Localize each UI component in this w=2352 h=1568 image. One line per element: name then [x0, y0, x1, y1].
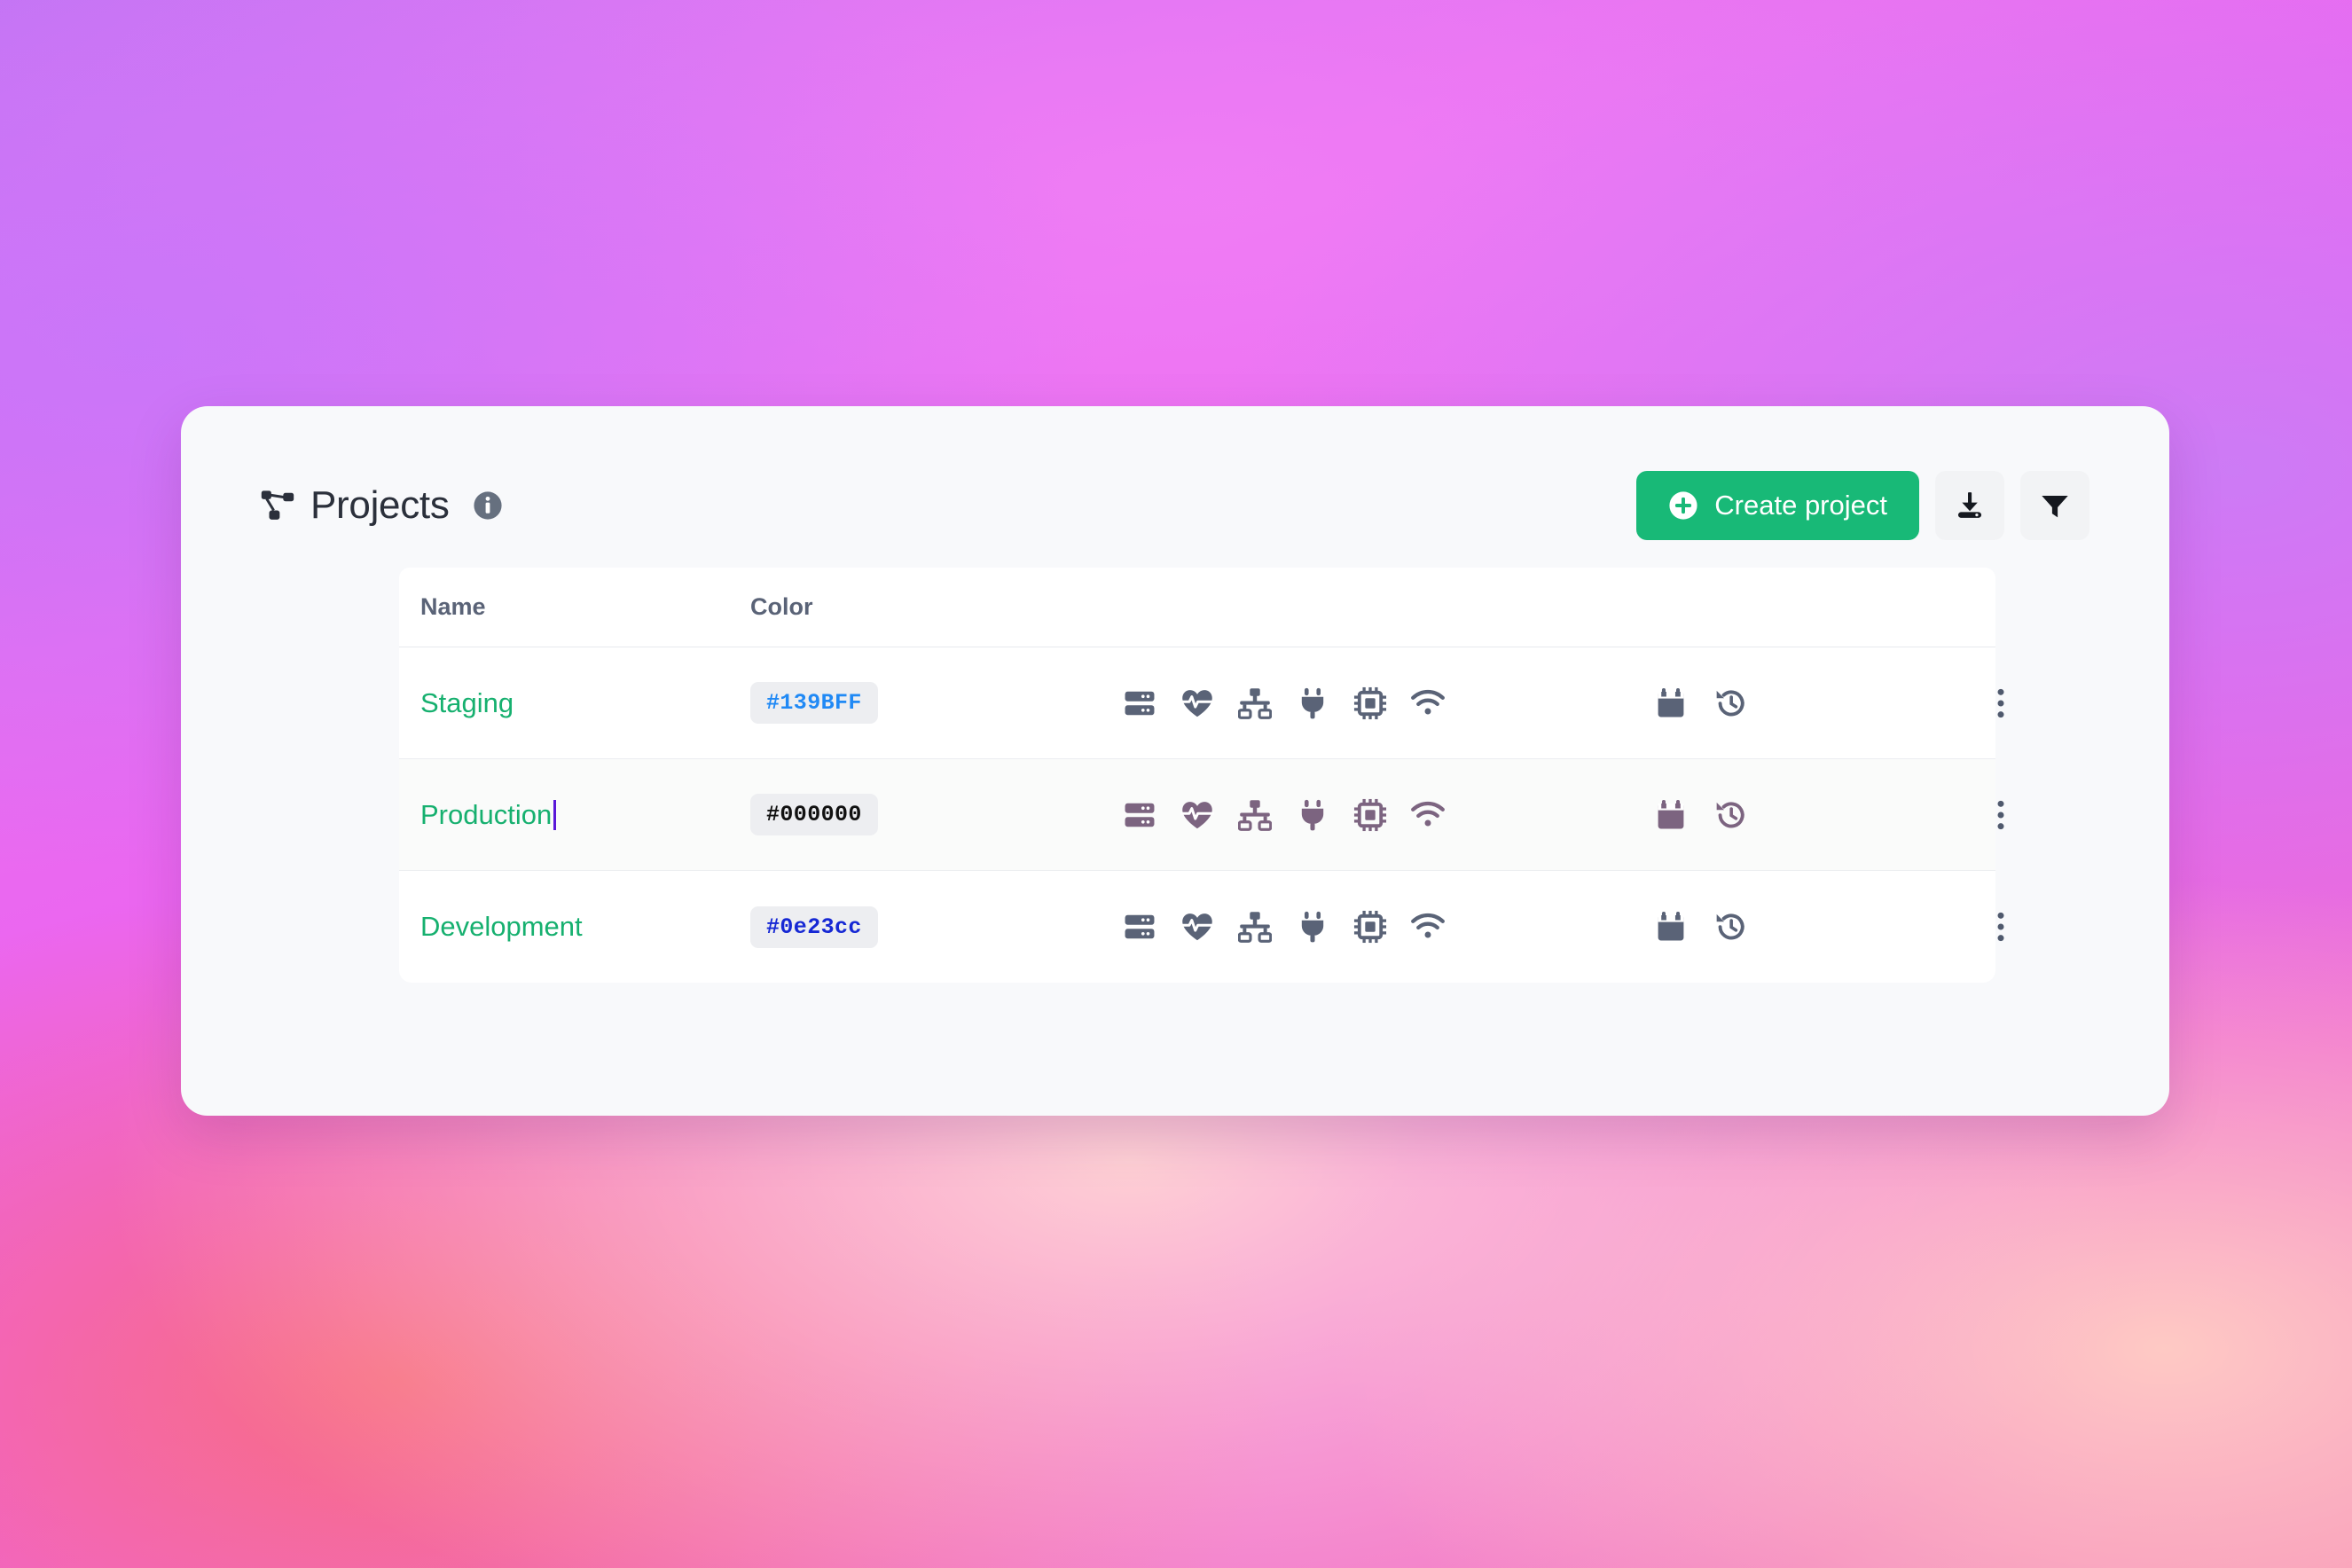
card-header: Projects Create project: [181, 406, 2169, 540]
wifi-icon[interactable]: [1411, 798, 1445, 832]
info-circle-icon[interactable]: [466, 490, 503, 521]
table-row[interactable]: Development #0e23cc: [399, 871, 2004, 983]
projects-table: Name Color Staging #139BFF: [399, 568, 2004, 983]
cpu-chip-icon[interactable]: [1353, 798, 1387, 832]
create-project-button[interactable]: Create project: [1636, 471, 1919, 540]
network-sitemap-icon[interactable]: [1238, 686, 1272, 720]
project-name-link[interactable]: Production: [420, 798, 557, 830]
calendar-icon[interactable]: [1655, 799, 1687, 831]
diagram-project-icon: [261, 489, 294, 522]
color-hex-badge: #000000: [750, 794, 878, 835]
column-header-name: Name: [420, 593, 486, 620]
wifi-icon[interactable]: [1411, 910, 1445, 944]
row-meta-icons: [1655, 799, 1948, 831]
projects-card: Projects Create project: [181, 406, 2169, 1116]
server-icon[interactable]: [1123, 910, 1156, 944]
kebab-menu-icon[interactable]: [1983, 909, 2019, 945]
table-row[interactable]: Staging #139BFF: [399, 647, 2004, 759]
history-icon[interactable]: [1715, 799, 1747, 831]
plus-circle-icon: [1668, 490, 1698, 521]
cpu-chip-icon[interactable]: [1353, 686, 1387, 720]
page-title: Projects: [310, 483, 450, 527]
project-name-link[interactable]: Development: [420, 911, 583, 942]
server-icon[interactable]: [1123, 686, 1156, 720]
color-hex-badge: #0e23cc: [750, 906, 878, 948]
calendar-icon[interactable]: [1655, 687, 1687, 719]
row-meta-icons: [1655, 911, 1948, 943]
filter-button[interactable]: [2020, 471, 2089, 540]
row-actions-button[interactable]: [1948, 797, 2054, 833]
column-header-color: Color: [750, 593, 813, 620]
heart-pulse-icon[interactable]: [1180, 910, 1214, 944]
plug-icon[interactable]: [1296, 910, 1329, 944]
kebab-menu-icon[interactable]: [1983, 797, 2019, 833]
history-icon[interactable]: [1715, 911, 1747, 943]
filter-funnel-icon: [2042, 495, 2068, 518]
row-status-icons: [1123, 686, 1655, 720]
wifi-icon[interactable]: [1411, 686, 1445, 720]
history-icon[interactable]: [1715, 687, 1747, 719]
create-project-label: Create project: [1714, 490, 1887, 521]
server-icon[interactable]: [1123, 798, 1156, 832]
row-status-icons: [1123, 910, 1655, 944]
title-area: Projects: [261, 483, 503, 528]
network-sitemap-icon[interactable]: [1238, 910, 1272, 944]
row-actions-button[interactable]: [1948, 909, 2054, 945]
calendar-icon[interactable]: [1655, 911, 1687, 943]
download-icon: [1957, 492, 1982, 518]
plug-icon[interactable]: [1296, 686, 1329, 720]
table-header-row: Name Color: [399, 568, 1995, 647]
header-actions: Create project: [1636, 471, 2089, 540]
row-actions-button[interactable]: [1948, 686, 2054, 721]
project-name-link[interactable]: Staging: [420, 686, 514, 718]
heart-pulse-icon[interactable]: [1180, 686, 1214, 720]
plug-icon[interactable]: [1296, 798, 1329, 832]
cpu-chip-icon[interactable]: [1353, 910, 1387, 944]
download-button[interactable]: [1935, 471, 2004, 540]
kebab-menu-icon[interactable]: [1983, 686, 2019, 721]
network-sitemap-icon[interactable]: [1238, 798, 1272, 832]
heart-pulse-icon[interactable]: [1180, 798, 1214, 832]
table-row[interactable]: Production #000000: [399, 759, 2004, 871]
color-hex-badge: #139BFF: [750, 682, 878, 724]
row-meta-icons: [1655, 687, 1948, 719]
row-status-icons: [1123, 798, 1655, 832]
